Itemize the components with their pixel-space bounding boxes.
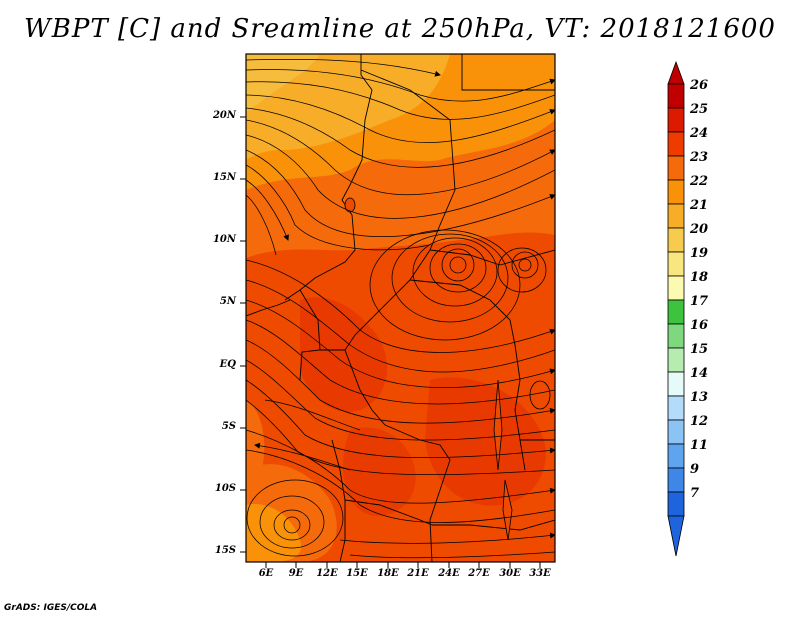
colorbar-label-22: 22 bbox=[690, 174, 709, 189]
plot-frame bbox=[245, 53, 556, 563]
colorbar-label-24: 24 bbox=[690, 126, 709, 141]
colorbar-label-18: 18 bbox=[690, 270, 709, 285]
colorbar-label-26: 26 bbox=[690, 78, 709, 93]
colorbar-label-16: 16 bbox=[690, 318, 709, 333]
streamlines bbox=[246, 58, 555, 559]
lon-label-27e: 27E bbox=[468, 568, 490, 579]
lat-label-15s: 15S bbox=[214, 545, 236, 556]
colorbar-label-11: 11 bbox=[690, 438, 709, 453]
colorbar-arrow-bottom bbox=[667, 515, 685, 557]
colorbar-label-20: 20 bbox=[690, 222, 709, 237]
lat-label-20n: 20N bbox=[212, 110, 236, 121]
lat-label-10n: 10N bbox=[212, 234, 236, 245]
lon-label-30e: 30E bbox=[499, 568, 521, 579]
lat-label-15n: 15N bbox=[212, 172, 236, 183]
lat-label-10s: 10S bbox=[214, 483, 236, 494]
lat-label-5n: 5N bbox=[219, 296, 236, 307]
lat-label-5s: 5S bbox=[221, 421, 236, 432]
lon-label-21e: 21E bbox=[407, 568, 429, 579]
colorbar-label-9: 9 bbox=[690, 462, 700, 477]
lon-label-9e: 9E bbox=[288, 568, 304, 579]
lon-label-12e: 12E bbox=[316, 568, 338, 579]
axis-ticks bbox=[240, 116, 541, 568]
colorbar-label-23: 23 bbox=[690, 150, 709, 165]
lon-label-15e: 15E bbox=[346, 568, 368, 579]
colorbar-label-13: 13 bbox=[690, 390, 709, 405]
lon-label-33e: 33E bbox=[529, 568, 551, 579]
colorbar bbox=[667, 60, 685, 557]
lon-label-6e: 6E bbox=[258, 568, 274, 579]
contour-24-c bbox=[342, 427, 416, 516]
contour-24-a bbox=[300, 297, 388, 412]
colorbar-label-17: 17 bbox=[690, 294, 709, 309]
colorbar-label-7: 7 bbox=[690, 486, 700, 501]
contour-19 bbox=[246, 54, 320, 112]
lon-label-18e: 18E bbox=[377, 568, 399, 579]
colorbar-label-21: 21 bbox=[690, 198, 709, 213]
plot-title: WBPT [C] and Sreamline at 250hPa, VT: 20… bbox=[24, 14, 776, 44]
lon-label-24e: 24E bbox=[438, 568, 460, 579]
colorbar-label-14: 14 bbox=[690, 366, 709, 381]
colorbar-label-12: 12 bbox=[690, 414, 709, 429]
colorbar-arrow-top bbox=[667, 60, 685, 85]
colorbar-label-15: 15 bbox=[690, 342, 709, 357]
colorbar-label-25: 25 bbox=[690, 102, 709, 117]
colorbar-label-19: 19 bbox=[690, 246, 709, 261]
wbpt-field bbox=[246, 54, 555, 562]
grads-credit: GrADS: IGES/COLA bbox=[4, 603, 98, 613]
contour-20 bbox=[246, 54, 450, 160]
lat-label-eq: EQ bbox=[219, 359, 236, 370]
